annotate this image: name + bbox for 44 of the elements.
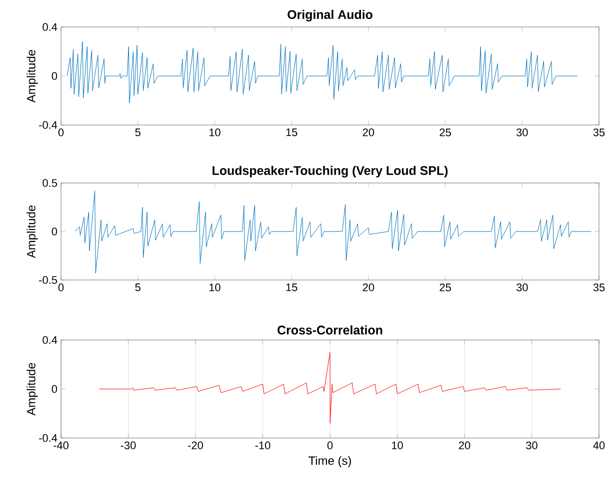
y-tick-label: -0.5 [39,276,58,284]
y-tick-label: -0.4 [39,434,58,442]
x-tick-label: 0 [58,128,64,136]
x-tick-label: 35 [593,128,605,136]
y-tick-label: 0.4 [42,23,58,31]
x-tick-label: 0 [58,284,64,292]
x-tick-label: 10 [209,284,220,292]
y-tick-label: 0.5 [42,179,58,187]
y-axis-title: Amplitude [26,205,38,258]
y-tick-label: 0 [52,228,58,236]
x-tick-label: 10 [392,442,403,450]
x-tick-label: 30 [526,442,538,450]
y-tick-label: 0 [52,385,58,393]
x-tick-label: 25 [440,284,451,292]
x-tick-label: -30 [120,442,136,450]
x-tick-label: -20 [188,442,203,450]
line-series [74,190,592,274]
line-series [66,41,578,104]
y-axis-title: Amplitude [26,362,38,416]
y-tick-label: 0.4 [42,336,58,344]
x-tick-label: 20 [362,128,374,136]
chart-title: Loudspeaker-Touching (Very Loud SPL) [212,166,448,178]
y-tick-label: -0.4 [39,121,58,129]
line-series [99,352,561,424]
x-tick-label: 30 [516,128,528,136]
x-tick-label: 5 [135,284,140,292]
x-tick-label: 15 [286,128,298,136]
x-tick-label: 35 [593,284,605,292]
x-tick-label: 20 [458,442,470,450]
x-tick-label: -40 [54,442,68,450]
x-tick-label: 10 [209,128,220,136]
x-axis-title: Time (s) [308,456,351,468]
chart-title: Original Audio [288,10,372,22]
x-tick-label: 25 [440,128,451,136]
x-tick-label: 30 [516,284,528,292]
x-tick-label: 40 [593,442,605,450]
x-tick-label: 15 [286,284,298,292]
x-tick-label: -10 [255,442,270,450]
x-tick-label: 5 [135,128,140,136]
x-tick-label: 20 [362,284,374,292]
chart-title: Cross-Correlation [278,325,382,334]
x-tick-label: 0 [327,442,333,450]
y-tick-label: 0 [52,72,58,80]
y-axis-title: Amplitude [26,50,38,103]
